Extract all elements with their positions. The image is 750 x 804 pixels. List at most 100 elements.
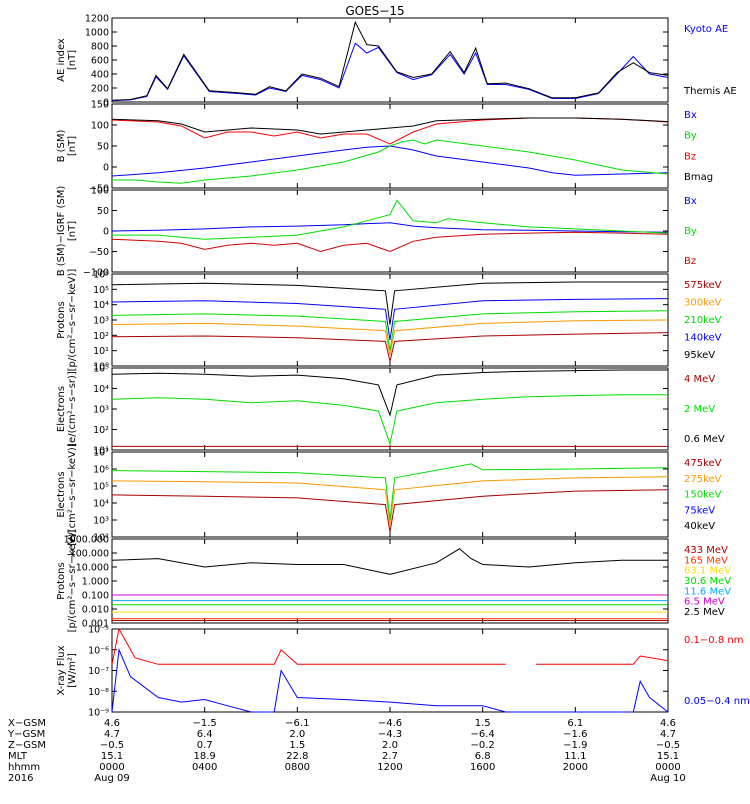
legend-entry: 275keV (684, 474, 722, 485)
y-tick-label: 100.000 (70, 549, 109, 560)
ephemeris-label: Z−GSM (8, 740, 46, 751)
legend-entry: 150keV (684, 490, 722, 501)
series-line-95kev (111, 281, 668, 325)
y-tick-label: 800 (91, 42, 109, 53)
legend-entry: Kyoto AE (684, 24, 728, 35)
legend-entry: Bz (684, 151, 696, 162)
ephemeris-label: 2016 (8, 773, 33, 784)
ephemeris-value: 0000 (99, 762, 124, 773)
y-tick-label: 50 (97, 142, 109, 153)
ephemeris-value: 1.5 (289, 740, 305, 751)
ephemeris-value: 4.7 (104, 729, 120, 740)
y-tick-label: 10³ (93, 516, 109, 527)
y-tick-label: 400 (91, 70, 109, 81)
legend-entry: 210keV (684, 315, 722, 326)
series-line-bx (111, 145, 669, 177)
y-axis-label: [e/(cm²−s−sr−keV)] (67, 443, 78, 546)
y-tick-label: 100 (91, 121, 109, 132)
legend-entry: 40keV (684, 521, 715, 532)
panel-ae: 1200 1000 800 600 400 200 0 AE index [nT] Kyoto A… (56, 14, 737, 109)
panel-frame (111, 367, 669, 451)
y-tick-label: 200 (91, 84, 109, 95)
ephemeris-value: Aug 10 (650, 773, 685, 784)
y-tick-label: 10⁻⁶ (88, 645, 109, 656)
legend-entry: 165 MeV (684, 555, 728, 566)
ephemeris-value: 6.1 (567, 718, 583, 729)
panel-electrons_mageds: 10⁷ 10⁶ 10⁵ 10⁴ 10³ 10² Electrons [e/(cm²−s−sr−… (56, 443, 722, 546)
legend-entry: 0.6 MeV (684, 434, 725, 445)
y-tick-label: 10⁻⁵ (88, 625, 109, 636)
y-tick-label: 10⁻⁷ (88, 666, 109, 677)
y-axis-label: [p/(cm²−s−sr−keV)] (67, 269, 78, 372)
ephemeris-value: −0.5 (656, 740, 680, 751)
y-tick-label: 0.010 (82, 605, 109, 616)
ephemeris-value: 11.1 (564, 751, 586, 762)
series-line-bx (111, 222, 669, 233)
y-tick-label: 10⁶ (93, 465, 109, 476)
panel-bsm_igrf: 100 50 0 −50 −100 B (SM)−IGRF (SM) [nT] Bx By Bz (56, 186, 697, 279)
ephemeris-value: 2.0 (289, 729, 305, 740)
panel-electrons_epead: 10⁵ 10⁴ 10³ 10² 10¹ Electrons [e/(cm²−s−sr)] 4 … (56, 364, 725, 457)
ephemeris-value: 6.4 (197, 729, 213, 740)
ephemeris-value: 0800 (285, 762, 310, 773)
series-line-140kev (111, 298, 669, 340)
panel-frame (111, 273, 669, 367)
legend-entry: 0.1−0.8 nm (684, 635, 743, 646)
y-tick-label: 1200 (85, 14, 109, 25)
y-axis-label: Electrons (56, 471, 67, 517)
ephemeris-value: −4.6 (378, 718, 402, 729)
legend-entry: By (684, 226, 697, 237)
y-axis-label: Protons (56, 301, 67, 338)
legend-entry: 11.6 MeV (684, 586, 731, 597)
legend-entry: Themis AE (683, 86, 737, 97)
y-tick-label: 0 (103, 98, 109, 109)
ephemeris-value: 0.7 (197, 740, 213, 751)
y-tick-label: 1000 (85, 28, 109, 39)
ephemeris-label: Y−GSM (7, 729, 45, 740)
series-line-275kev (111, 476, 669, 526)
ephemeris-value: −1.9 (563, 740, 587, 751)
y-tick-label: 10⁴ (93, 499, 109, 510)
y-tick-label: 10² (93, 533, 109, 544)
y-tick-label: −100 (83, 268, 109, 279)
chart-title: GOES−15 (345, 4, 404, 18)
ephemeris-value: 2.0 (382, 740, 398, 751)
ephemeris-value: 18.9 (194, 751, 216, 762)
series-line-0-05-0-4-nm (111, 647, 669, 713)
y-axis-label: [W/m²] (67, 653, 78, 688)
series-line-kyoto-ae (111, 42, 669, 102)
panel-protons_mageds: 10⁶ 10⁵ 10⁴ 10³ 10² 10¹ 10⁰ Protons [p/(cm²−s−sr… (56, 269, 722, 373)
y-tick-label: 100 (91, 186, 109, 197)
y-axis-label: [p/(cm²−s−sr−keV)] (67, 530, 78, 633)
ephemeris-value: −1.5 (193, 718, 217, 729)
ephemeris-value: 4.6 (104, 718, 120, 729)
y-tick-label: 10⁵ (93, 482, 109, 493)
y-tick-label: 10⁵ (93, 285, 109, 296)
y-axis-label: [nT] (67, 221, 78, 241)
series-line-210kev (111, 310, 669, 351)
y-axis-label: B (SM) (56, 129, 67, 162)
ephemeris-value: −1.6 (563, 729, 587, 740)
legend-entry: 0.05−0.4 nm (684, 696, 750, 707)
ephemeris-value: 22.8 (286, 751, 308, 762)
legend-entry: 2 MeV (684, 404, 715, 415)
ephemeris-table: X−GSMY−GSMZ−GSMMLThhmm20164.64.7−0.515.1… (7, 718, 686, 784)
legend-entry: 475keV (684, 458, 722, 469)
series-line-themis-ae (111, 20, 669, 101)
ephemeris-value: 2000 (563, 762, 588, 773)
y-tick-label: 50 (97, 206, 109, 217)
panel-xray: 10⁻⁵ 10⁻⁶ 10⁻⁷ 10⁻⁸ 10⁻⁹ X-ray Flux [W/m²] 0.1−… (56, 625, 750, 719)
ephemeris-value: 4.7 (660, 729, 676, 740)
y-tick-label: 10³ (93, 405, 109, 416)
series-line-575kev (111, 332, 669, 362)
series-line-bmag (111, 117, 669, 135)
y-axis-label: [e/(cm²−s−sr)] (67, 371, 78, 447)
y-tick-label: 10⁷ (93, 448, 109, 459)
y-axis-label: B (SM)−IGRF (SM) (56, 186, 67, 277)
y-axis-label: X-ray Flux (56, 645, 67, 695)
series-line-0-6-mev (111, 369, 668, 417)
ephemeris-value: −0.5 (100, 740, 124, 751)
y-tick-label: 10¹ (93, 446, 109, 457)
ephemeris-value: Aug 09 (94, 773, 129, 784)
